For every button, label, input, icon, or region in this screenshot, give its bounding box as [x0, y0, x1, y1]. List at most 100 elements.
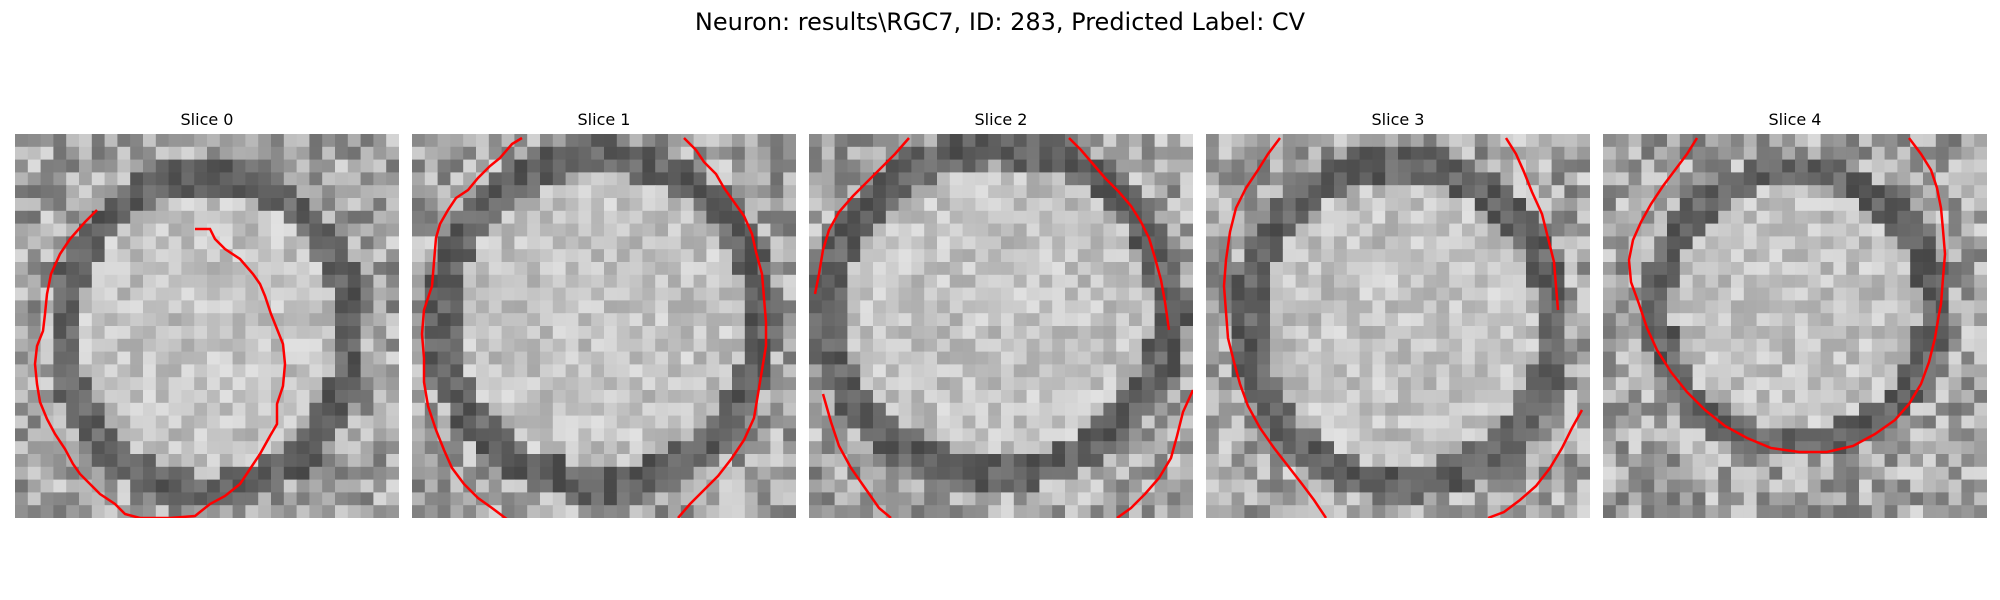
image-pixel [40, 479, 54, 493]
image-pixel [719, 364, 733, 378]
image-pixel [1871, 351, 1885, 365]
image-pixel [1116, 262, 1130, 276]
image-pixel [1295, 185, 1309, 199]
image-pixel [296, 326, 310, 340]
image-pixel [1410, 402, 1424, 416]
image-pixel [949, 441, 963, 455]
image-pixel [1231, 466, 1245, 480]
image-pixel [1090, 402, 1104, 416]
image-pixel [1795, 364, 1809, 378]
image-pixel [770, 466, 784, 480]
image-pixel [476, 287, 490, 301]
image-pixel [1974, 134, 1987, 148]
image-pixel [1103, 479, 1117, 493]
image-pixel [988, 249, 1002, 263]
image-pixel [271, 492, 285, 506]
image-pixel [1731, 492, 1745, 506]
image-pixel [1731, 441, 1745, 455]
image-pixel [1334, 492, 1348, 506]
image-pixel [1679, 441, 1693, 455]
image-pixel [27, 146, 41, 160]
image-pixel [1577, 262, 1590, 276]
image-pixel [1859, 274, 1873, 288]
image-pixel [1334, 210, 1348, 224]
image-pixel [1718, 466, 1732, 480]
image-pixel [155, 428, 169, 442]
image-pixel [591, 466, 605, 480]
image-pixel [347, 262, 361, 276]
image-pixel [1974, 300, 1987, 314]
image-pixel [1270, 223, 1284, 237]
image-pixel [1167, 134, 1181, 148]
image-pixel [1974, 159, 1987, 173]
image-pixel [1948, 172, 1962, 186]
image-pixel [834, 326, 848, 340]
image-pixel [194, 198, 208, 212]
image-pixel [1385, 326, 1399, 340]
image-pixel [655, 198, 669, 212]
image-pixel [1692, 210, 1706, 224]
image-pixel [347, 326, 361, 340]
image-pixel [1116, 159, 1130, 173]
image-pixel [1603, 415, 1617, 429]
image-pixel [975, 454, 989, 468]
image-pixel [1679, 262, 1693, 276]
image-pixel [578, 338, 592, 352]
image-pixel [219, 134, 233, 148]
image-pixel [1513, 287, 1527, 301]
image-pixel [949, 402, 963, 416]
image-pixel [629, 454, 643, 468]
image-pixel [463, 159, 477, 173]
image-pixel [1052, 415, 1066, 429]
image-pixel [1359, 287, 1373, 301]
image-pixel [1628, 428, 1642, 442]
image-pixel [591, 287, 605, 301]
image-pixel [1859, 287, 1873, 301]
image-pixel [604, 402, 618, 416]
image-pixel [770, 428, 784, 442]
image-pixel [885, 287, 899, 301]
image-pixel [552, 377, 566, 391]
image-pixel [949, 287, 963, 301]
image-pixel [347, 428, 361, 442]
image-pixel [194, 402, 208, 416]
image-pixel [1948, 236, 1962, 250]
image-pixel [962, 377, 976, 391]
image-pixel [642, 159, 656, 173]
image-pixel [949, 505, 963, 518]
image-pixel [616, 390, 630, 404]
image-pixel [40, 185, 54, 199]
image-pixel [1474, 223, 1488, 237]
image-pixel [911, 364, 925, 378]
image-pixel [1795, 159, 1809, 173]
image-pixel [873, 223, 887, 237]
image-pixel [1884, 300, 1898, 314]
image-pixel [1321, 134, 1335, 148]
image-pixel [1449, 390, 1463, 404]
image-pixel [360, 479, 374, 493]
image-pixel [1436, 223, 1450, 237]
image-pixel [1526, 249, 1540, 263]
image-pixel [680, 428, 694, 442]
image-pixel [1218, 492, 1232, 506]
image-pixel [1782, 326, 1796, 340]
image-pixel [1731, 249, 1745, 263]
image-pixel [245, 223, 259, 237]
image-pixel [322, 454, 336, 468]
image-pixel [412, 146, 426, 160]
image-pixel [706, 185, 720, 199]
image-pixel [1001, 287, 1015, 301]
image-pixel [271, 300, 285, 314]
image-pixel [1577, 377, 1590, 391]
image-pixel [706, 415, 720, 429]
image-pixel [540, 454, 554, 468]
image-pixel [15, 249, 29, 263]
image-pixel [834, 249, 848, 263]
image-pixel [322, 146, 336, 160]
image-pixel [258, 146, 272, 160]
image-pixel [194, 185, 208, 199]
image-pixel [27, 172, 41, 186]
image-pixel [412, 466, 426, 480]
image-pixel [309, 198, 323, 212]
image-pixel [424, 134, 438, 148]
